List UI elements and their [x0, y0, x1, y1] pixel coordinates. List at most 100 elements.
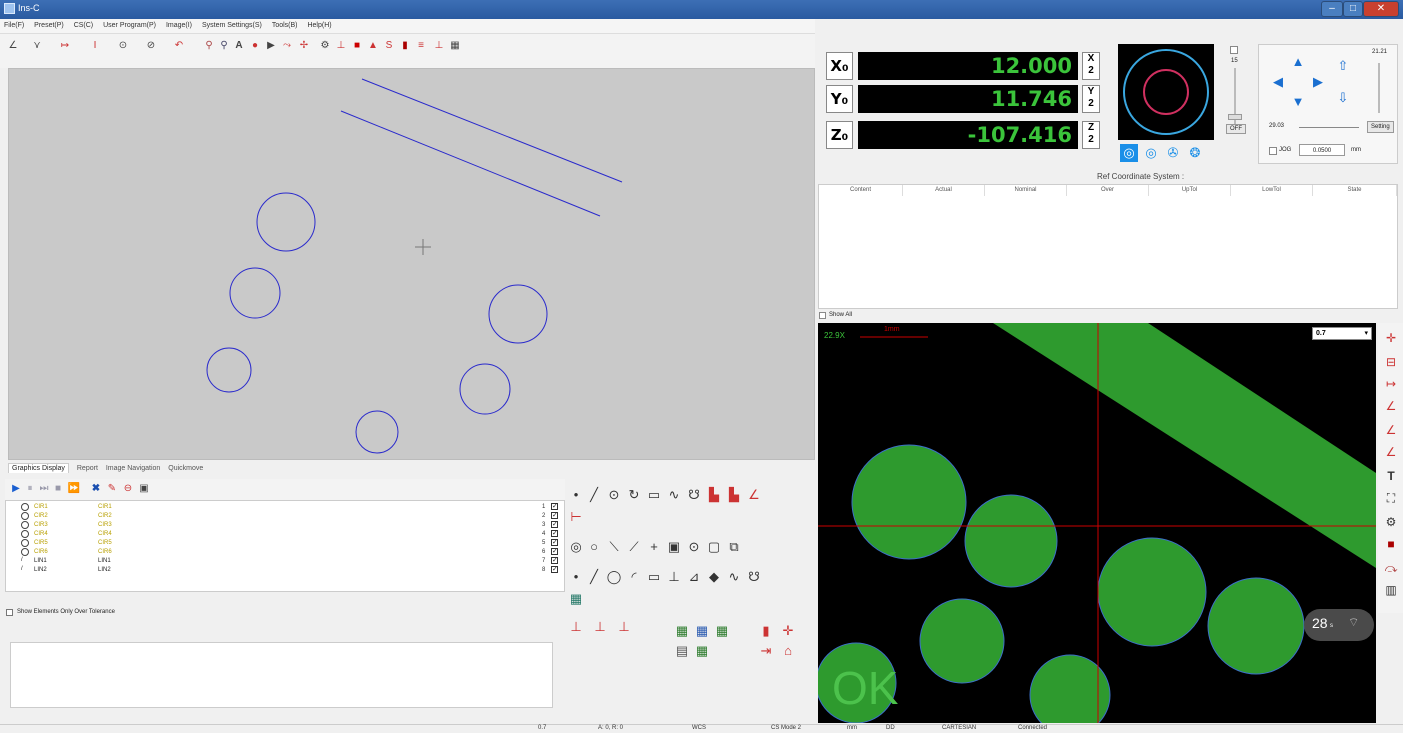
width-measure-icon[interactable]: ↦ [1385, 377, 1397, 391]
arrow-left-icon[interactable]: ◀ [1273, 74, 1283, 89]
z-axis-label[interactable]: Z₀ [826, 121, 853, 149]
auto-height-icon[interactable]: ⊥ [668, 569, 680, 584]
tab-image-navigation[interactable]: Image Navigation [105, 465, 161, 472]
height-tool-icon[interactable]: I [93, 40, 97, 51]
menu-file[interactable]: File(F) [4, 22, 25, 29]
fill-tool-icon[interactable]: ■ [353, 40, 361, 51]
element-checkbox[interactable]: ✓ [551, 557, 558, 564]
grid-tool-icon[interactable]: ▦ [450, 40, 460, 51]
angle-icon[interactable]: ∠ [748, 487, 760, 502]
circle-center-icon[interactable]: ⊙ [688, 539, 700, 554]
crosshair-tool-icon[interactable]: ✛ [1385, 331, 1397, 345]
tab-graphics-display[interactable]: Graphics Display [8, 463, 69, 473]
auto-plane-icon[interactable]: ◆ [709, 569, 719, 584]
export-csv-icon[interactable]: ▦ [695, 643, 709, 658]
angle-tool-icon[interactable]: ∠ [8, 40, 18, 51]
cs-icon[interactable]: ⊥ [618, 619, 630, 634]
line-icon[interactable]: ╱ [590, 487, 598, 502]
element-checkbox[interactable]: ✓ [551, 512, 558, 519]
text-icon[interactable]: T [1387, 469, 1395, 483]
color-tool-icon[interactable]: ● [251, 40, 259, 51]
ring-light-icon[interactable]: ◎ [1120, 144, 1138, 162]
light-slider-thumb[interactable] [1228, 114, 1242, 120]
jog-input[interactable]: 0.0500 [1299, 144, 1345, 156]
freeform-icon[interactable]: ☋ [688, 487, 700, 502]
barcode-icon[interactable]: ▥ [1385, 583, 1397, 597]
s-tool-icon[interactable]: S [385, 40, 393, 51]
circle-tool-icon[interactable]: ⊙ [118, 40, 128, 51]
fullscreen-icon[interactable]: ⛶ [1386, 491, 1396, 505]
export-excel-icon[interactable]: ▦ [675, 623, 689, 638]
calculator-icon[interactable]: ▤ [675, 643, 689, 658]
list-item[interactable]: CIR4 CIR4 4 ✓ [6, 530, 566, 539]
angle-icon[interactable]: ∠ [1385, 445, 1397, 459]
image-icon[interactable]: ▦ [569, 591, 583, 606]
measure-tool-icon[interactable]: ⤳ [283, 40, 291, 51]
graphics-display[interactable] [8, 68, 815, 460]
arrow-down-icon[interactable]: ▼ [1291, 94, 1305, 109]
cross-tool-icon[interactable]: ✢ [299, 40, 309, 51]
color-picker-icon[interactable]: ▮ [762, 623, 770, 638]
list-item[interactable]: CIR3 CIR3 3 ✓ [6, 521, 566, 530]
copy-icon[interactable]: ⧉ [729, 539, 739, 554]
step-icon[interactable]: ⏭ [39, 483, 49, 494]
light-slider[interactable] [1234, 68, 1236, 128]
camera-view[interactable]: 22.9X 1mm 0.7 ▾ OK 28 s ⌔ [818, 323, 1376, 723]
element-checkbox[interactable]: ✓ [551, 530, 558, 537]
menu-cs[interactable]: CS(C) [73, 22, 94, 29]
segment-light-icon[interactable]: ✇ [1167, 145, 1179, 160]
menu-preset[interactable]: Preset(P) [34, 22, 64, 29]
cross-icon[interactable]: + [650, 539, 658, 554]
distance-tool-icon[interactable]: ↦ [60, 40, 70, 51]
light-small-checkbox[interactable] [1230, 46, 1238, 54]
arrow-right-icon[interactable]: ▶ [1313, 74, 1323, 89]
auto-freeform-icon[interactable]: ☋ [748, 569, 760, 584]
auto-angle-icon[interactable]: ⊿ [688, 569, 700, 584]
bottom-light-icon[interactable]: ❂ [1189, 145, 1201, 160]
play-tool-icon[interactable]: ▶ [267, 40, 275, 51]
list-item[interactable]: / LIN1 LIN1 7 ✓ [6, 557, 566, 566]
settings-icon[interactable]: ⚙ [1385, 515, 1397, 529]
arc-tool-icon[interactable]: ↶ [174, 40, 184, 51]
axis-tool-icon[interactable]: ⊥ [336, 40, 346, 51]
coaxial-light-icon[interactable]: ◎ [1145, 145, 1157, 160]
zoom-in-icon[interactable]: ⚲ [205, 40, 213, 51]
text-tool-icon[interactable]: A [235, 40, 243, 51]
home-icon[interactable]: ⌂ [784, 643, 792, 658]
menu-system-settings[interactable]: System Settings(S) [201, 22, 262, 29]
menu-user-program[interactable]: User Program(P) [103, 22, 156, 29]
list-item[interactable]: CIR6 CIR6 6 ✓ [6, 548, 566, 557]
point-tool-icon[interactable]: ⋎ [33, 40, 41, 51]
menu-tools[interactable]: Tools(B) [271, 22, 298, 29]
edge-tool-icon[interactable]: ⊟ [1385, 355, 1397, 369]
step-tool-icon[interactable]: ⊥ [434, 40, 444, 51]
width-icon[interactable]: ⊢ [570, 509, 582, 524]
run-icon[interactable]: ▶ [12, 483, 20, 494]
rectangle-icon[interactable]: ▭ [647, 487, 661, 502]
auto-rect-icon[interactable]: ▭ [647, 569, 661, 584]
z-speed-slider[interactable] [1378, 63, 1380, 113]
l-shape-icon[interactable]: ▙ [729, 487, 739, 502]
probe-icon[interactable]: ⤼ [1384, 561, 1398, 575]
overtol-checkbox[interactable] [6, 609, 13, 616]
jog-checkbox[interactable] [1269, 147, 1277, 155]
show-all-checkbox[interactable] [819, 312, 826, 319]
stop-icon[interactable]: ■ [54, 483, 62, 494]
origin-icon[interactable]: ⊥ [570, 619, 582, 634]
step-height-icon[interactable]: ▙ [709, 487, 719, 502]
element-checkbox[interactable]: ✓ [551, 521, 558, 528]
menu-help[interactable]: Help(H) [307, 22, 332, 29]
export-word-icon[interactable]: ▦ [695, 623, 709, 638]
concentric-icon[interactable]: ◎ [570, 539, 582, 554]
off-button[interactable]: OFF [1226, 124, 1246, 134]
element-checkbox[interactable]: ✓ [551, 566, 558, 573]
list-item[interactable]: CIR5 CIR5 5 ✓ [6, 539, 566, 548]
auto-curve-icon[interactable]: ∿ [728, 569, 740, 584]
box-icon[interactable]: ▣ [667, 539, 681, 554]
circle-point-icon[interactable]: ⊙ [608, 487, 620, 502]
auto-point-icon[interactable]: • [573, 569, 579, 584]
chart-tool-icon[interactable]: ▮ [402, 40, 408, 51]
result-output[interactable] [10, 642, 553, 708]
